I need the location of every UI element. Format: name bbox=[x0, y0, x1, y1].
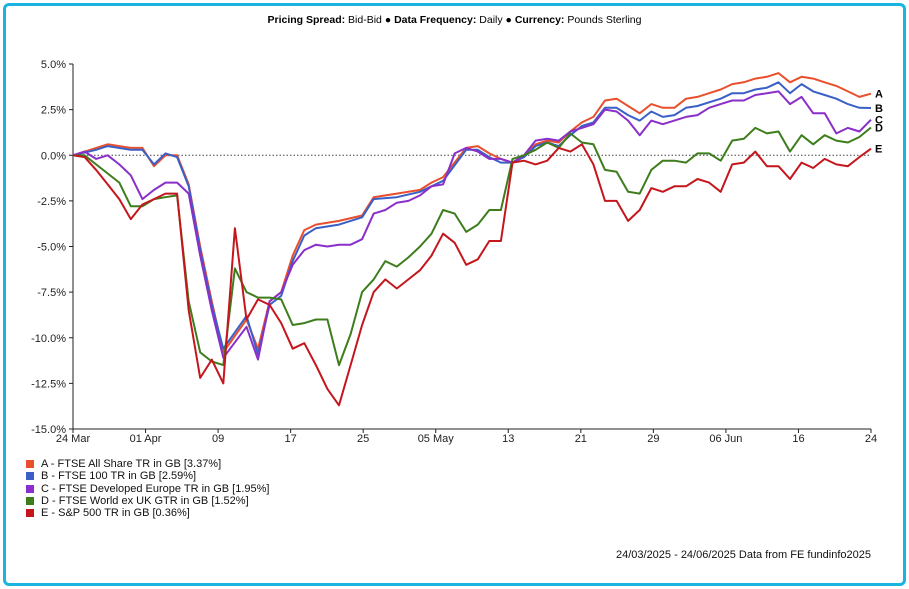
currency-value: Pounds Sterling bbox=[567, 14, 642, 26]
x-tick-label: 24 bbox=[865, 433, 877, 445]
legend-label: E - S&P 500 TR in GB [0.36%] bbox=[41, 507, 190, 520]
legend-swatch bbox=[26, 460, 34, 469]
y-tick-label: 0.0% bbox=[41, 150, 66, 162]
y-tick-label: -12.5% bbox=[31, 378, 66, 390]
series-line-d bbox=[73, 126, 872, 367]
series-end-label-b: B bbox=[875, 103, 883, 115]
pricing-label: Pricing Spread: bbox=[267, 14, 346, 26]
legend-label: C - FTSE Developed Europe TR in GB [1.95… bbox=[41, 482, 270, 495]
chart-frame bbox=[3, 3, 906, 586]
y-tick-label: -15.0% bbox=[31, 424, 66, 436]
x-tick-label: 16 bbox=[792, 433, 804, 445]
x-tick-label: 21 bbox=[575, 433, 587, 445]
legend-swatch bbox=[26, 509, 34, 518]
legend-swatch bbox=[26, 472, 34, 481]
y-tick-label: -10.0% bbox=[31, 333, 66, 345]
x-tick-label: 25 bbox=[357, 433, 369, 445]
y-tick-label: 5.0% bbox=[41, 59, 66, 71]
data-source-footer: 24/03/2025 - 24/06/2025 Data from FE fun… bbox=[615, 549, 871, 561]
series-line-e bbox=[72, 143, 872, 407]
frequency-label: Data Frequency: bbox=[394, 14, 477, 26]
legend-label: B - FTSE 100 TR in GB [2.59%] bbox=[41, 470, 197, 483]
legend-item-d: D - FTSE World ex UK GTR in GB [1.52%] bbox=[26, 495, 269, 507]
legend-label: A - FTSE All Share TR in GB [3.37%] bbox=[41, 458, 222, 470]
series-end-label-a: A bbox=[875, 89, 883, 101]
chart-legend: A - FTSE All Share TR in GB [3.37%] B - F… bbox=[26, 458, 269, 519]
legend-item-e: E - S&P 500 TR in GB [0.36%] bbox=[26, 507, 269, 519]
currency-label: Currency: bbox=[514, 14, 565, 26]
legend-label: D - FTSE World ex UK GTR in GB [1.52%] bbox=[41, 494, 249, 507]
series-line-c bbox=[72, 90, 872, 361]
separator-1: ● bbox=[384, 14, 392, 26]
y-tick-label: -7.5% bbox=[37, 287, 66, 299]
x-tick-label: 01 Apr bbox=[130, 433, 162, 445]
y-tick-label: 2.5% bbox=[41, 105, 66, 117]
x-tick-label: 06 Jun bbox=[709, 433, 742, 445]
legend-swatch bbox=[26, 497, 34, 506]
x-tick-label: 17 bbox=[285, 433, 297, 445]
series-end-label-e: E bbox=[875, 144, 882, 156]
x-tick-label: 24 Mar bbox=[56, 433, 91, 445]
y-tick-label: -5.0% bbox=[37, 242, 66, 254]
x-tick-label: 05 May bbox=[418, 433, 455, 445]
chart-header: Pricing Spread: Bid-Bid ● Data Frequency… bbox=[0, 14, 909, 26]
series-end-label-c: C bbox=[875, 115, 883, 127]
x-tick-label: 09 bbox=[212, 433, 224, 445]
x-tick-label: 13 bbox=[502, 433, 514, 445]
series-end-label-d: D bbox=[875, 123, 883, 135]
legend-item-c: C - FTSE Developed Europe TR in GB [1.95… bbox=[26, 483, 269, 495]
legend-swatch bbox=[26, 484, 34, 493]
frequency-value: Daily bbox=[479, 14, 503, 26]
legend-item-a: A - FTSE All Share TR in GB [3.37%] bbox=[26, 458, 269, 470]
legend-item-b: B - FTSE 100 TR in GB [2.59%] bbox=[26, 470, 269, 482]
pricing-value: Bid-Bid bbox=[348, 14, 382, 26]
separator-2: ● bbox=[505, 14, 512, 26]
x-tick-label: 29 bbox=[647, 433, 659, 445]
y-tick-label: -2.5% bbox=[37, 196, 66, 208]
